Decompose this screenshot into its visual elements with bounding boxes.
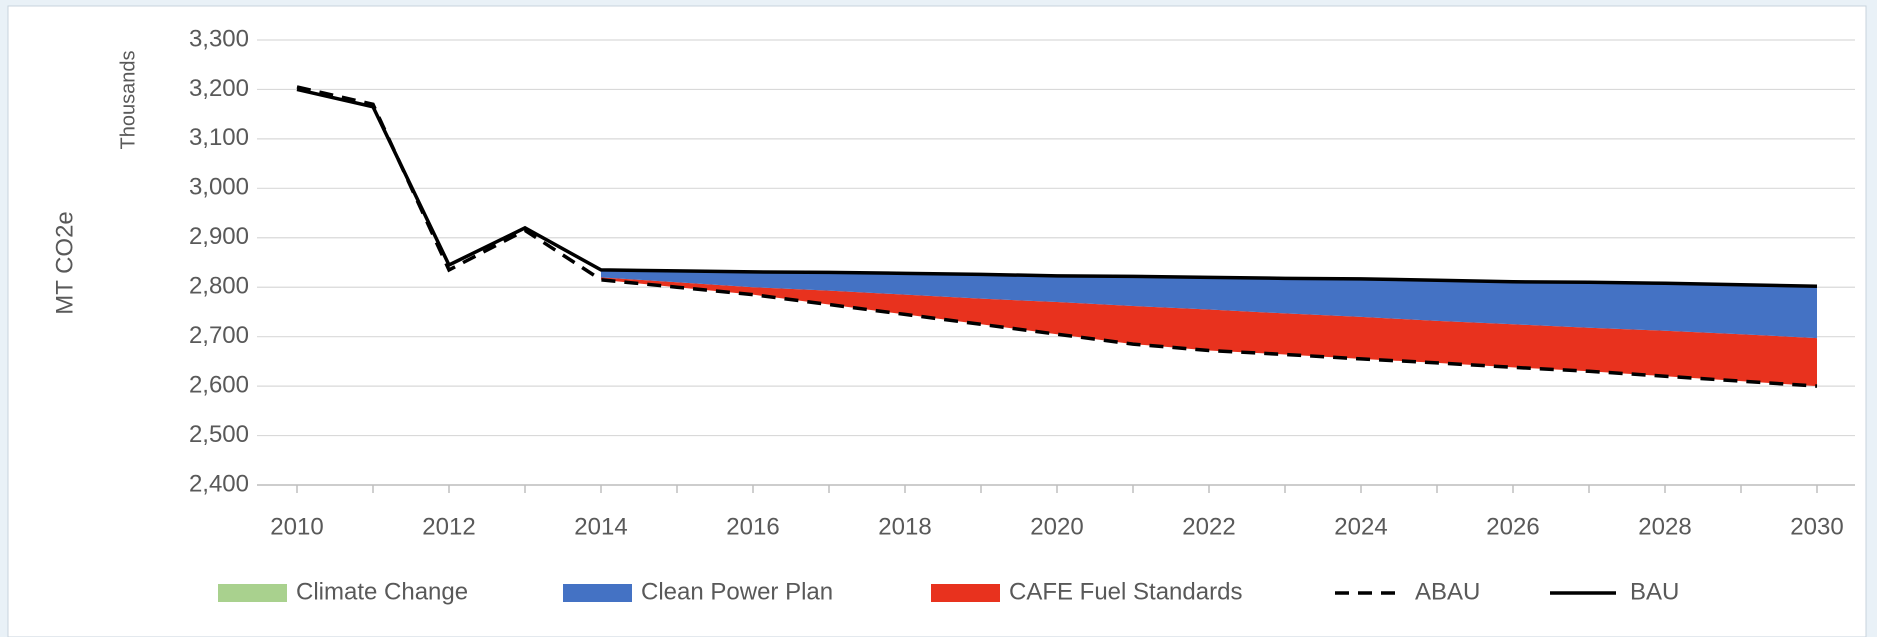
x-tick-label: 2028 [1638, 513, 1691, 540]
y-tick-label: 3,200 [189, 75, 249, 102]
y-tick-label: 2,500 [189, 421, 249, 448]
x-tick-label: 2024 [1334, 513, 1387, 540]
legend-label: Clean Power Plan [641, 578, 833, 605]
y-tick-label: 2,800 [189, 273, 249, 300]
y-tick-label: 2,700 [189, 322, 249, 349]
x-tick-label: 2014 [574, 513, 627, 540]
area [601, 269, 1817, 339]
y-tick-label: 3,300 [189, 25, 249, 52]
x-tick-label: 2030 [1790, 513, 1843, 540]
x-tick-label: 2022 [1182, 513, 1235, 540]
y-unit-label: Thousands [117, 51, 139, 150]
legend-swatch [563, 584, 632, 602]
y-tick-label: 3,000 [189, 174, 249, 201]
x-tick-label: 2020 [1030, 513, 1083, 540]
legend-label: Climate Change [296, 578, 468, 605]
y-tick-label: 2,600 [189, 371, 249, 398]
y-axis-label: MT CO2e [51, 211, 78, 315]
line [296, 87, 1818, 288]
y-tick-label: 2,400 [189, 470, 249, 497]
legend-swatch [218, 584, 287, 602]
legend-label: BAU [1630, 578, 1679, 605]
legend-label: ABAU [1415, 578, 1480, 605]
y-tick-label: 2,900 [189, 223, 249, 250]
legend-swatch [931, 584, 1000, 602]
line [296, 85, 1818, 388]
x-tick-label: 2012 [422, 513, 475, 540]
x-tick-label: 2026 [1486, 513, 1539, 540]
y-tick-label: 3,100 [189, 124, 249, 151]
x-tick-label: 2016 [726, 513, 779, 540]
x-tick-label: 2010 [270, 513, 323, 540]
x-tick-label: 2018 [878, 513, 931, 540]
area [601, 277, 1817, 387]
legend-label: CAFE Fuel Standards [1009, 578, 1242, 605]
